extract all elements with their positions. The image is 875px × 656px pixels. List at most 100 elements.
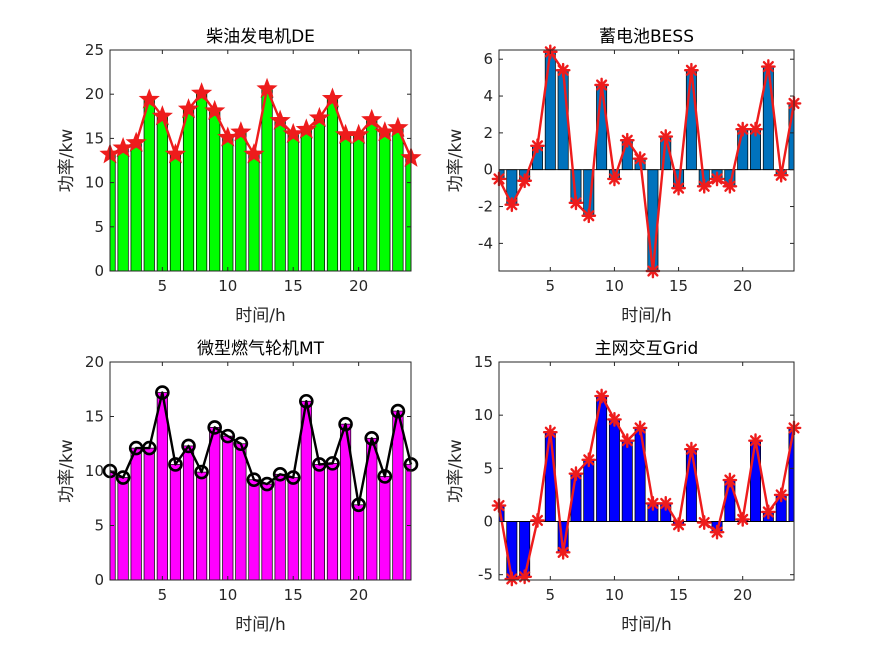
bar — [313, 117, 325, 271]
data-marker — [542, 424, 558, 440]
y-tick-label: 4 — [483, 87, 493, 105]
data-marker — [619, 433, 635, 449]
chart-title: 微型燃气轮机MT — [197, 339, 325, 359]
data-marker — [594, 77, 610, 93]
bar — [326, 98, 339, 271]
data-marker — [191, 82, 213, 103]
y-tick-label: 10 — [474, 406, 493, 424]
bar — [353, 134, 365, 271]
data-marker — [632, 420, 648, 436]
x-tick-label: 5 — [158, 586, 168, 604]
x-tick-label: 10 — [605, 277, 624, 295]
data-marker — [709, 171, 725, 187]
data-marker — [735, 121, 751, 137]
data-marker — [645, 496, 661, 511]
bar — [143, 447, 155, 580]
bar — [274, 473, 286, 580]
data-marker — [517, 173, 533, 189]
data-marker — [390, 403, 406, 419]
chart-title: 蓄电池BESS — [599, 27, 694, 47]
data-marker — [364, 430, 380, 446]
data-marker — [709, 524, 725, 540]
bar — [156, 392, 168, 580]
chart-title: 主网交互Grid — [595, 339, 699, 359]
data-marker — [125, 131, 147, 152]
bar — [379, 476, 391, 580]
data-marker — [220, 428, 236, 444]
bar — [248, 153, 260, 271]
y-tick-label: 15 — [85, 129, 104, 147]
bar — [405, 157, 411, 271]
y-tick-label: 20 — [85, 353, 104, 371]
subplot-battery-storage: 蓄电池BESS 时间/h 功率/kw 5 10 15 20 -4 -2 0 2 4 6 — [446, 27, 802, 326]
data-marker — [632, 151, 648, 167]
data-marker — [217, 126, 239, 147]
bar — [313, 464, 325, 580]
data-marker — [112, 136, 134, 158]
x-tick-label: 20 — [349, 277, 368, 295]
data-marker — [115, 470, 131, 485]
data-marker — [671, 180, 686, 196]
bar — [326, 463, 339, 580]
data-marker — [338, 416, 353, 432]
data-marker — [259, 476, 275, 492]
y-tick-label: -5 — [478, 566, 493, 584]
y-tick-label: 6 — [483, 50, 493, 68]
x-tick-label: 15 — [669, 277, 688, 295]
data-marker — [773, 487, 789, 503]
data-marker — [387, 116, 409, 137]
bar — [222, 435, 234, 580]
bar — [169, 153, 182, 271]
data-marker — [155, 385, 170, 400]
bar — [379, 131, 391, 271]
data-marker — [204, 99, 226, 121]
y-tick-label: 15 — [85, 408, 104, 426]
bar — [353, 504, 365, 580]
data-marker — [658, 496, 674, 511]
data-marker — [658, 129, 674, 144]
bar — [287, 477, 299, 580]
data-marker — [164, 143, 187, 164]
bar — [519, 521, 531, 578]
data-marker — [177, 98, 200, 119]
bar — [339, 134, 352, 271]
data-marker — [269, 109, 291, 130]
y-tick-label: 5 — [94, 218, 104, 236]
data-marker — [568, 466, 584, 482]
data-marker — [619, 132, 635, 148]
y-tick-label: 2 — [483, 124, 493, 142]
bar — [583, 459, 595, 522]
data-marker — [207, 420, 222, 435]
y-tick-label: 0 — [94, 262, 104, 280]
bar — [235, 443, 247, 580]
y-tick-label: 0 — [483, 513, 493, 531]
axes-frame — [498, 49, 795, 272]
x-tick-label: 15 — [669, 586, 688, 604]
bar — [235, 131, 247, 271]
x-axis-label: 时间/h — [235, 306, 286, 326]
bar — [248, 479, 260, 580]
data-marker — [321, 87, 344, 108]
data-marker — [151, 105, 173, 126]
data-marker — [530, 138, 545, 154]
data-marker — [299, 393, 314, 409]
y-tick-label: 25 — [85, 41, 104, 59]
bar — [117, 147, 129, 271]
x-tick-label: 20 — [733, 277, 752, 295]
bar — [182, 445, 195, 580]
data-marker — [348, 123, 370, 144]
data-marker — [138, 88, 160, 109]
x-axis-label: 时间/h — [621, 306, 672, 326]
data-marker — [282, 122, 304, 143]
bar — [196, 471, 208, 580]
plot-area — [499, 51, 794, 271]
data-marker — [568, 195, 584, 211]
subplot-grid-exchange: 主网交互Grid 时间/h 功率/kw 5 10 15 20 -5 0 5 10 15 — [446, 339, 802, 635]
data-marker — [351, 497, 366, 513]
bar — [750, 440, 762, 522]
bar — [287, 133, 299, 271]
data-marker — [230, 121, 252, 142]
bar — [143, 99, 155, 271]
data-marker — [581, 452, 597, 468]
